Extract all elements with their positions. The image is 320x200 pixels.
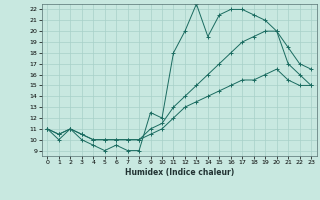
X-axis label: Humidex (Indice chaleur): Humidex (Indice chaleur) (124, 168, 234, 177)
